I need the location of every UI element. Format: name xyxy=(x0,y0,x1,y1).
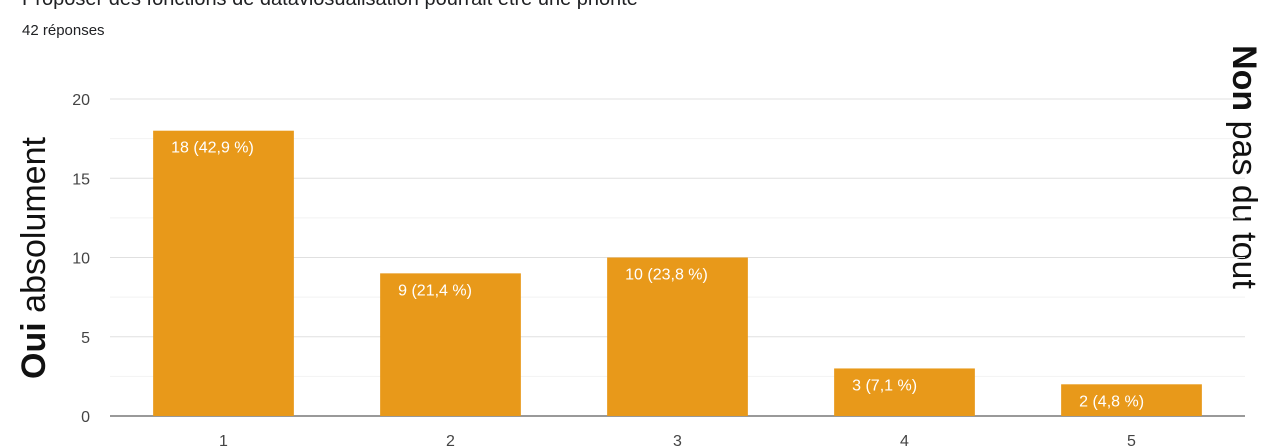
y-tick-label: 10 xyxy=(72,251,90,268)
data-label: 10 (23,8 %) xyxy=(625,267,708,284)
y-tick-label: 5 xyxy=(81,330,90,347)
data-label: 18 (42,9 %) xyxy=(171,140,254,157)
y-tick-label: 0 xyxy=(81,409,90,426)
bar xyxy=(607,257,748,416)
bar xyxy=(380,273,521,416)
chart-title: Proposer des fonctions de dataviosualisa… xyxy=(22,0,638,11)
x-tick-label: 2 xyxy=(446,433,455,447)
data-label: 2 (4,8 %) xyxy=(1079,393,1144,410)
bar xyxy=(153,130,294,416)
bar xyxy=(1061,384,1202,416)
x-tick-label: 5 xyxy=(1127,433,1136,447)
bar xyxy=(834,368,975,416)
x-tick-label: 4 xyxy=(900,433,909,447)
y-tick-label: 20 xyxy=(72,92,90,109)
data-label: 9 (21,4 %) xyxy=(398,282,472,299)
y-tick-label: 15 xyxy=(72,171,90,188)
response-count: 42 réponses xyxy=(22,22,105,39)
x-tick-label: 1 xyxy=(219,433,228,447)
data-label: 3 (7,1 %) xyxy=(852,377,917,394)
x-tick-label: 3 xyxy=(673,433,682,447)
